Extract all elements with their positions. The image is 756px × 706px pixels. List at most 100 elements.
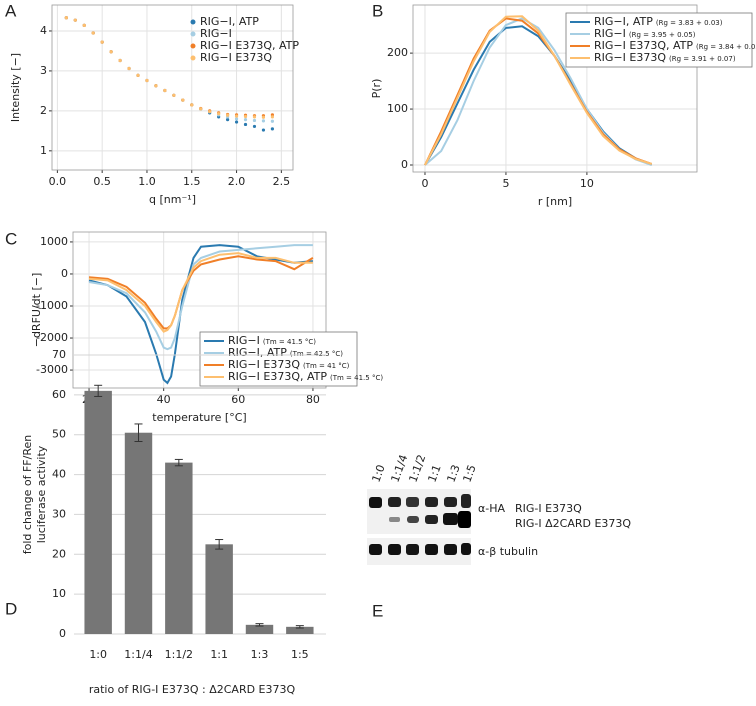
y-tick-label: -1000 bbox=[36, 299, 68, 312]
x-tick-label: 1.0 bbox=[138, 175, 156, 188]
y-tick-label: 3 bbox=[40, 64, 47, 77]
lane-label: 1:3 bbox=[444, 463, 462, 484]
bar bbox=[124, 432, 153, 634]
point bbox=[181, 98, 185, 102]
band bbox=[444, 544, 457, 555]
point bbox=[252, 115, 257, 119]
band bbox=[425, 544, 438, 555]
point bbox=[243, 114, 248, 119]
point bbox=[234, 120, 239, 124]
lane-label: 1:0 bbox=[369, 463, 387, 484]
point bbox=[172, 93, 176, 97]
point bbox=[145, 78, 149, 83]
point bbox=[270, 115, 274, 119]
x-axis-label: r [nm] bbox=[538, 195, 572, 208]
legend-label: RIG−I E373Q bbox=[228, 358, 300, 371]
point bbox=[64, 16, 68, 20]
point bbox=[225, 113, 230, 117]
legend-label: RIG−I E373Q, ATP bbox=[228, 370, 327, 383]
y-tick-label: 0 bbox=[59, 627, 66, 640]
bar bbox=[286, 626, 314, 634]
band bbox=[425, 497, 438, 507]
legend-marker bbox=[190, 31, 196, 37]
legend-note: (Rg = 3.84 + 0.05) bbox=[696, 43, 756, 51]
panel-letter: D bbox=[5, 599, 17, 618]
x-tick-label: 1:5 bbox=[291, 648, 309, 661]
line bbox=[424, 15, 652, 166]
plot-frame bbox=[72, 231, 327, 389]
legend-label: RIG−I bbox=[200, 27, 232, 40]
band bbox=[444, 497, 457, 507]
error-bar bbox=[94, 384, 103, 397]
x-axis-label: q [nm⁻¹] bbox=[149, 193, 196, 206]
y-tick-label: -2000 bbox=[36, 331, 68, 344]
y-tick-label: 50 bbox=[52, 428, 66, 441]
point bbox=[261, 115, 266, 119]
x-tick-label: 1:1 bbox=[210, 648, 228, 661]
x-axis-label: ratio of RIG-I E373Q : Δ2CARD E373Q bbox=[89, 683, 296, 696]
plot-frame bbox=[412, 4, 698, 173]
x-tick-label: 1.5 bbox=[183, 175, 201, 188]
antibody-label: α-HA bbox=[478, 502, 505, 515]
line bbox=[424, 17, 653, 166]
point bbox=[100, 40, 104, 44]
error-bar bbox=[295, 625, 304, 629]
band-label: RIG-I Δ2CARD E373Q bbox=[515, 517, 631, 530]
error-bar bbox=[215, 539, 224, 550]
legend-note: (Tm = 41.5 °C) bbox=[330, 374, 383, 382]
point bbox=[243, 118, 248, 122]
point bbox=[252, 124, 257, 129]
panel-letter: E bbox=[372, 601, 383, 620]
legend-marker bbox=[190, 19, 196, 25]
band-label: RIG-I E373Q bbox=[515, 502, 582, 515]
y-tick-label: 70 bbox=[52, 348, 66, 361]
point bbox=[136, 73, 140, 77]
bar bbox=[165, 462, 193, 634]
y-axis-label: fold change of FF/Ren bbox=[21, 435, 34, 554]
blot-membrane bbox=[367, 489, 471, 534]
x-tick-label: 1:1/4 bbox=[124, 648, 152, 661]
legend-note: (Rg = 3.83 + 0.03) bbox=[656, 19, 723, 27]
point bbox=[261, 128, 266, 132]
legend-marker bbox=[190, 55, 196, 61]
point bbox=[109, 50, 113, 54]
legend-marker bbox=[190, 43, 196, 49]
x-tick-label: 80 bbox=[306, 393, 320, 406]
plot-area bbox=[52, 5, 293, 170]
band bbox=[461, 543, 471, 555]
legend-box bbox=[565, 12, 753, 68]
error-bar bbox=[174, 458, 183, 467]
y-tick-label: 1 bbox=[40, 144, 47, 157]
legend-label: RIG−I, ATP bbox=[594, 15, 653, 28]
lane-label: 1:5 bbox=[460, 463, 478, 484]
legend-note: (Rg = 3.91 + 0.07) bbox=[669, 55, 736, 63]
bar bbox=[245, 624, 274, 634]
x-tick-label: 2.5 bbox=[273, 175, 291, 188]
y-tick-label: 200 bbox=[387, 46, 408, 59]
y-tick-label: 40 bbox=[52, 468, 66, 481]
point bbox=[190, 103, 194, 107]
point bbox=[270, 127, 274, 131]
panel-letter: A bbox=[5, 1, 17, 20]
band bbox=[406, 544, 419, 555]
point bbox=[270, 119, 274, 123]
legend-label: RIG−I, ATP bbox=[200, 15, 259, 28]
error-bar bbox=[255, 623, 264, 627]
panel-letter: B bbox=[372, 1, 383, 20]
band bbox=[461, 494, 471, 508]
legend-note: (Tm = 42.5 °C) bbox=[290, 350, 343, 358]
panel-letter: C bbox=[5, 229, 17, 248]
point bbox=[82, 23, 86, 27]
x-tick-label: 0 bbox=[421, 177, 428, 190]
band bbox=[425, 515, 438, 524]
band bbox=[406, 497, 419, 507]
point bbox=[118, 58, 122, 63]
legend-label: RIG−I E373Q bbox=[594, 51, 666, 64]
point bbox=[252, 118, 257, 123]
point bbox=[154, 84, 158, 88]
y-tick-label: 10 bbox=[52, 587, 66, 600]
line bbox=[88, 244, 313, 385]
point bbox=[217, 112, 221, 116]
x-tick-label: 5 bbox=[502, 177, 509, 190]
